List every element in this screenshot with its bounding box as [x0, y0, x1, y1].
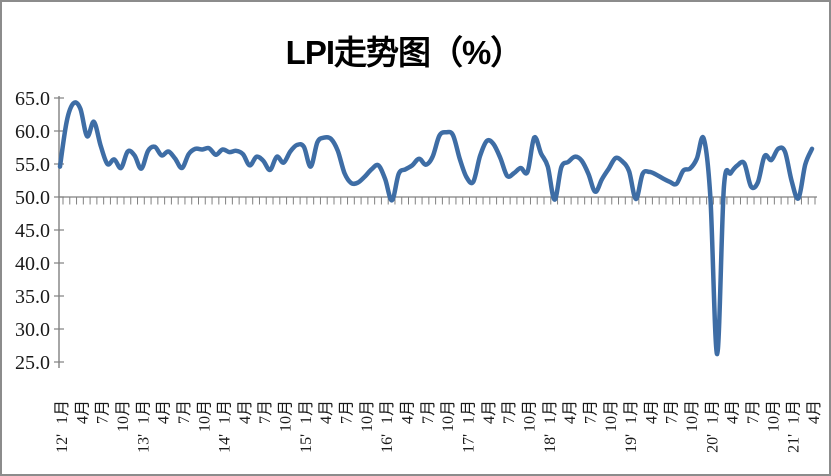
y-tick-label: 65.0 — [15, 88, 50, 110]
x-tick-label: 1月 — [217, 400, 234, 424]
x-year-label: 19' — [623, 434, 640, 453]
y-tick-label: 40.0 — [15, 253, 50, 275]
x-year-label: 15' — [298, 434, 315, 453]
y-tick-label: 60.0 — [15, 121, 50, 143]
x-tick-label: 4月 — [806, 400, 823, 424]
x-axis — [59, 196, 817, 205]
x-tick-label: 10月 — [278, 400, 295, 432]
x-tick-label: 7月 — [420, 400, 437, 424]
x-tick-label: 1月 — [704, 400, 721, 424]
x-tick-label: 10月 — [440, 400, 457, 432]
x-tick-label: 7月 — [664, 400, 681, 424]
x-tick-label: 1月 — [542, 400, 559, 424]
x-tick-label: 10月 — [115, 400, 132, 432]
x-tick-label: 1月 — [786, 400, 803, 424]
x-tick-label: 4月 — [74, 400, 91, 424]
x-tick-label: 10月 — [196, 400, 213, 432]
x-tick-label: 10月 — [521, 400, 538, 432]
x-year-label: 17' — [460, 434, 477, 453]
x-year-label: 21' — [786, 434, 803, 453]
x-tick-label: 1月 — [460, 400, 477, 424]
x-year-label: 16' — [379, 434, 396, 453]
y-tick-label: 35.0 — [15, 286, 50, 308]
x-year-label: 12' — [54, 434, 71, 453]
x-tick-label: 1月 — [54, 400, 71, 424]
x-tick-label: 1月 — [623, 400, 640, 424]
y-tick-label: 30.0 — [15, 319, 50, 341]
x-tick-label: 10月 — [603, 400, 620, 432]
x-tick-label: 7月 — [257, 400, 274, 424]
x-tick-label: 4月 — [481, 400, 498, 424]
x-tick-label: 7月 — [582, 400, 599, 424]
x-year-label: 18' — [542, 434, 559, 453]
x-tick-label: 4月 — [237, 400, 254, 424]
x-tick-label: 4月 — [156, 400, 173, 424]
x-tick-label: 1月 — [298, 400, 315, 424]
x-tick-label: 4月 — [725, 400, 742, 424]
x-tick-label: 7月 — [745, 400, 762, 424]
x-tick-label: 4月 — [400, 400, 417, 424]
y-axis-labels: 65.0 60.0 55.0 50.0 45.0 40.0 35.0 30.0 25.0 — [15, 88, 50, 374]
x-tick-label: 1月 — [135, 400, 152, 424]
x-axis-month-labels: 1月 4月 7月 10月 1月 4月 7月 10月 1月 4月 7月 10月 1月 4月 7月 10月 1月 4月… — [54, 400, 823, 432]
x-tick-label: 1月 — [379, 400, 396, 424]
x-tick-label: 10月 — [765, 400, 782, 432]
x-tick-label: 7月 — [501, 400, 518, 424]
x-tick-label: 7月 — [95, 400, 112, 424]
x-tick-label: 7月 — [339, 400, 356, 424]
lpi-series-line — [57, 100, 815, 357]
x-axis-year-labels: 12' 13' 14' 15' 16' 17' 18' 19' 20' 21' — [54, 434, 803, 453]
chart-title: LPI走势图（%） — [286, 34, 523, 71]
x-year-label: 13' — [135, 434, 152, 453]
x-tick-label: 4月 — [562, 400, 579, 424]
x-tick-label: 4月 — [318, 400, 335, 424]
y-tick-label: 50.0 — [15, 187, 50, 209]
y-tick-label: 45.0 — [15, 220, 50, 242]
x-tick-label: 10月 — [684, 400, 701, 432]
x-tick-label: 7月 — [176, 400, 193, 424]
x-year-label: 20' — [704, 434, 721, 453]
y-tick-label: 25.0 — [15, 352, 50, 374]
x-tick-label: 10月 — [359, 400, 376, 432]
x-tick-label: 4月 — [643, 400, 660, 424]
x-year-label: 14' — [217, 434, 234, 453]
y-tick-label: 55.0 — [15, 154, 50, 176]
